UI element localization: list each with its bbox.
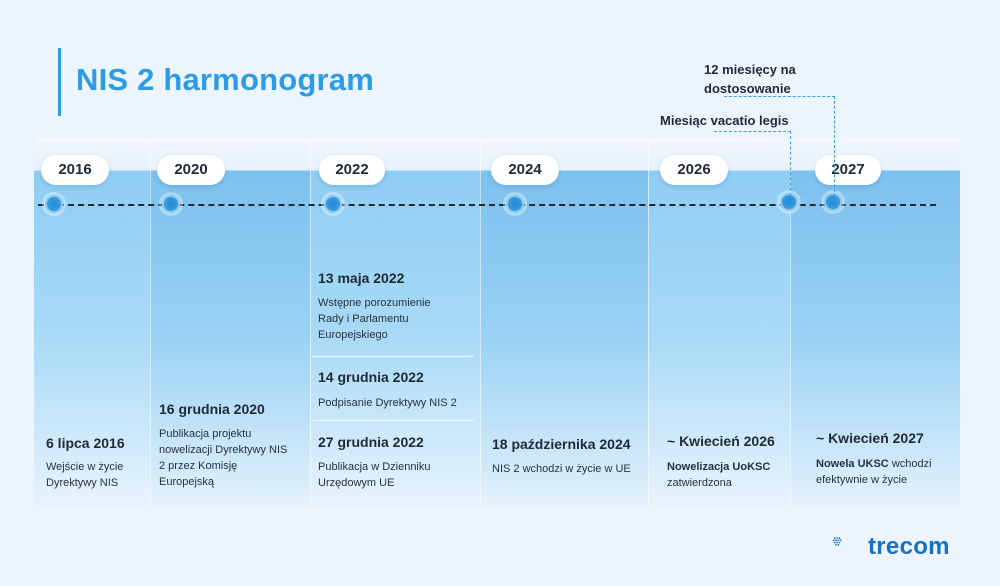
event-desc-2022-dec14: Podpisanie Dyrektywy NIS 2 xyxy=(318,397,457,409)
timeline-line xyxy=(38,204,936,206)
year-pill-2020: 2020 xyxy=(157,155,225,185)
year-pill-2024: 2024 xyxy=(491,155,559,185)
event-date-2026: ~ Kwiecień 2026 xyxy=(667,433,775,449)
event-date-2024: 18 października 2024 xyxy=(492,436,631,452)
event-date-2022-dec27: 27 grudnia 2022 xyxy=(318,434,424,450)
timeline-band xyxy=(34,138,960,506)
column-2027 xyxy=(790,138,960,506)
year-pill-2026: 2026 xyxy=(660,155,728,185)
adaptation-bracket xyxy=(724,96,835,197)
year-pill-2016: 2016 xyxy=(41,155,109,185)
annotation-vacatio: Miesiąc vacatio legis xyxy=(660,113,789,128)
event-date-2022-dec14: 14 grudnia 2022 xyxy=(318,369,424,385)
event-date-2027: ~ Kwiecień 2027 xyxy=(816,430,924,446)
trecom-logo-text: trecom xyxy=(868,533,950,560)
timeline-dot xyxy=(506,195,524,213)
timeline-dot xyxy=(780,193,798,211)
trecom-logo-icon xyxy=(832,537,842,546)
event-desc-2016: Wejście w życie Dyrektywy NIS xyxy=(46,461,124,489)
timeline-dot xyxy=(162,195,180,213)
event-desc-2022-dec27: Publikacja w Dzienniku Urzędowym UE xyxy=(318,461,431,489)
year-pill-2027: 2027 xyxy=(815,155,881,185)
annotation-adaptation: 12 miesięcy na dostosowanie xyxy=(704,62,796,96)
event-date-2022-may: 13 maja 2022 xyxy=(318,270,405,286)
divider xyxy=(312,356,474,357)
title-accent-bar xyxy=(58,48,61,116)
timeline-dot xyxy=(824,193,842,211)
timeline-dot xyxy=(324,195,342,213)
event-desc-2027-bold: UKSC xyxy=(857,458,889,470)
page-title: NIS 2 harmonogram xyxy=(76,62,374,97)
year-pill-2022: 2022 xyxy=(319,155,385,185)
vacatio-bracket xyxy=(714,131,791,196)
event-desc-2024: NIS 2 wchodzi w życie w UE xyxy=(492,463,631,475)
event-date-2016: 6 lipca 2016 xyxy=(46,435,125,451)
event-desc-2026-rest: zatwierdzona xyxy=(667,477,732,489)
event-desc-2020: Publikacja projektu nowelizacji Dyrektyw… xyxy=(159,428,288,488)
event-desc-2027-pre: Nowela xyxy=(816,458,855,470)
event-desc-2027-rest: wchodzi efektywnie w życie xyxy=(816,458,932,486)
event-date-2020: 16 grudnia 2020 xyxy=(159,401,265,417)
timeline-dot xyxy=(45,195,63,213)
event-desc-2027: Nowela UKSC wchodzi efektywnie w życie xyxy=(816,456,948,488)
event-desc-2026: Nowelizacja UoKSC zatwierdzona xyxy=(667,459,785,491)
divider xyxy=(312,420,474,421)
event-desc-2022-may: Wstępne porozumienie Rady i Parlamentu E… xyxy=(318,297,431,341)
event-desc-2026-bold: Nowelizacja UoKSC xyxy=(667,461,771,473)
